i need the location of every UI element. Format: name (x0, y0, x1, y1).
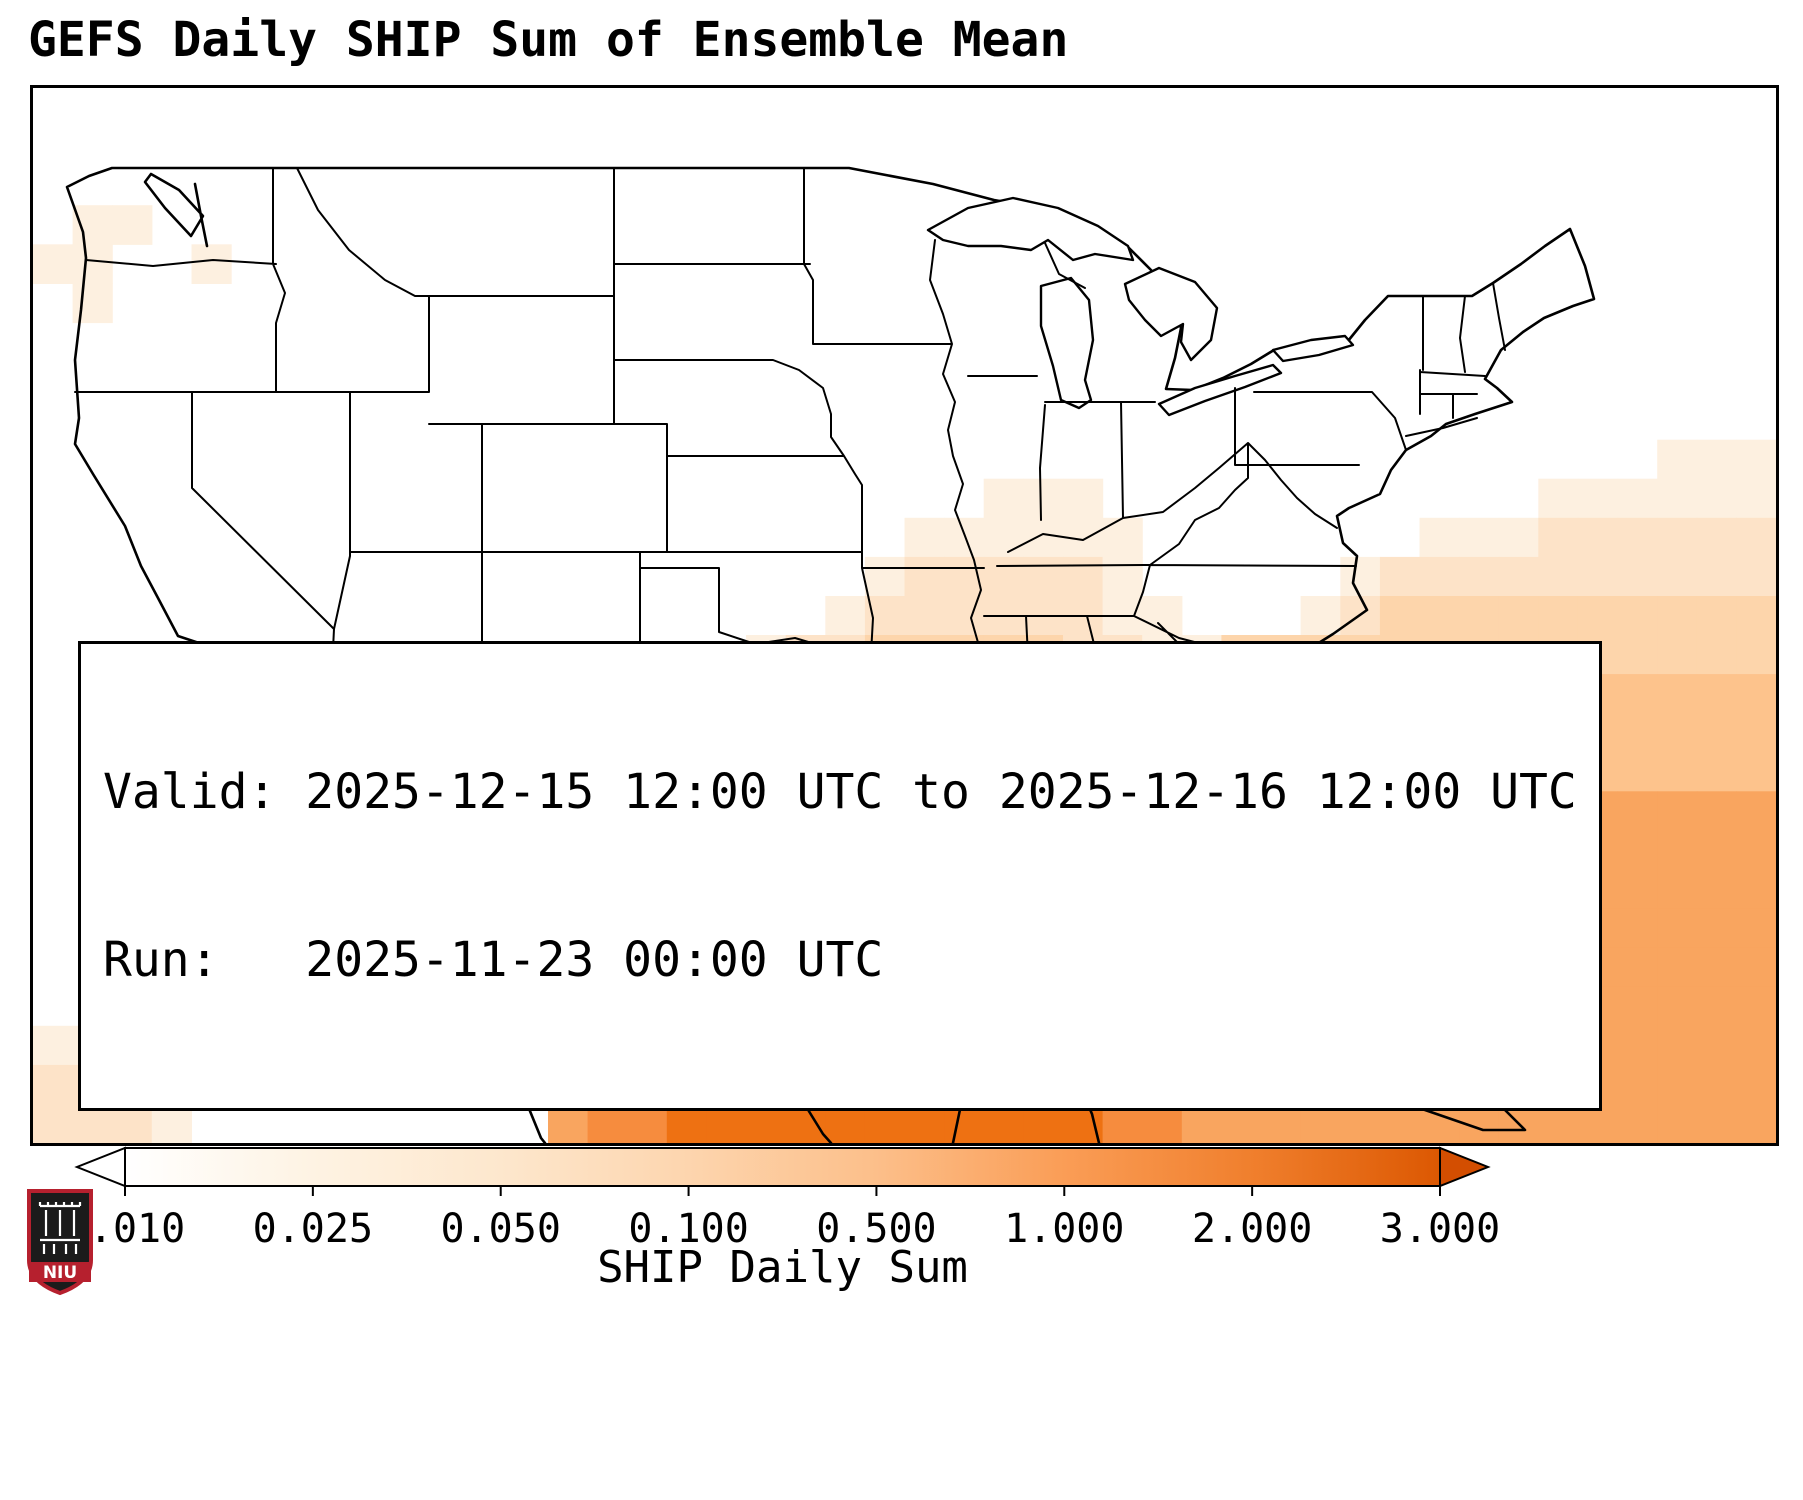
niu-logo-text: NIU (43, 1263, 77, 1283)
colorbar-tick-label: 1.000 (1004, 1206, 1124, 1252)
lake-huron (1123, 266, 1219, 362)
map-panel: Valid: 2025-12-15 12:00 UTC to 2025-12-1… (30, 85, 1779, 1146)
castle-icon (38, 1202, 82, 1254)
run-time: Run: 2025-11-23 00:00 UTC (103, 932, 884, 988)
figure-title: GEFS Daily SHIP Sum of Ensemble Mean (28, 12, 1069, 68)
colorbar-tick-label: 0.050 (441, 1206, 561, 1252)
colorbar-tick-label: 0.025 (253, 1206, 373, 1252)
validity-box: Valid: 2025-12-15 12:00 UTC to 2025-12-1… (78, 641, 1602, 1111)
lake-michigan (1039, 276, 1095, 410)
colorbar-tick-label: 3.000 (1380, 1206, 1500, 1252)
colorbar-under-arrow (74, 1146, 126, 1188)
lake-superior (926, 196, 1135, 262)
lake-erie (1157, 363, 1283, 417)
colorbar: 0.010 0.025 0.050 0.100 0.500 1.000 2.000 3.000 (65, 1146, 1500, 1252)
colorbar-label: SHIP Daily Sum (597, 1242, 968, 1293)
colorbar-ticks: 0.010 0.025 0.050 0.100 0.500 1.000 2.000 3.000 (65, 1186, 1500, 1252)
colorbar-bar (124, 1147, 1441, 1187)
lake-ontario (1271, 334, 1355, 363)
colorbar-tick-label: 2.000 (1192, 1206, 1312, 1252)
valid-time: Valid: 2025-12-15 12:00 UTC to 2025-12-1… (103, 764, 1577, 820)
colorbar-over-arrow (1439, 1146, 1491, 1188)
colorbar-tick-label: 0.500 (816, 1206, 936, 1252)
niu-logo: NIU (27, 1189, 93, 1296)
colorbar-tick-label: 0.100 (628, 1206, 748, 1252)
pacific-nw-islands (143, 172, 209, 248)
niu-logo-band (29, 1262, 91, 1282)
